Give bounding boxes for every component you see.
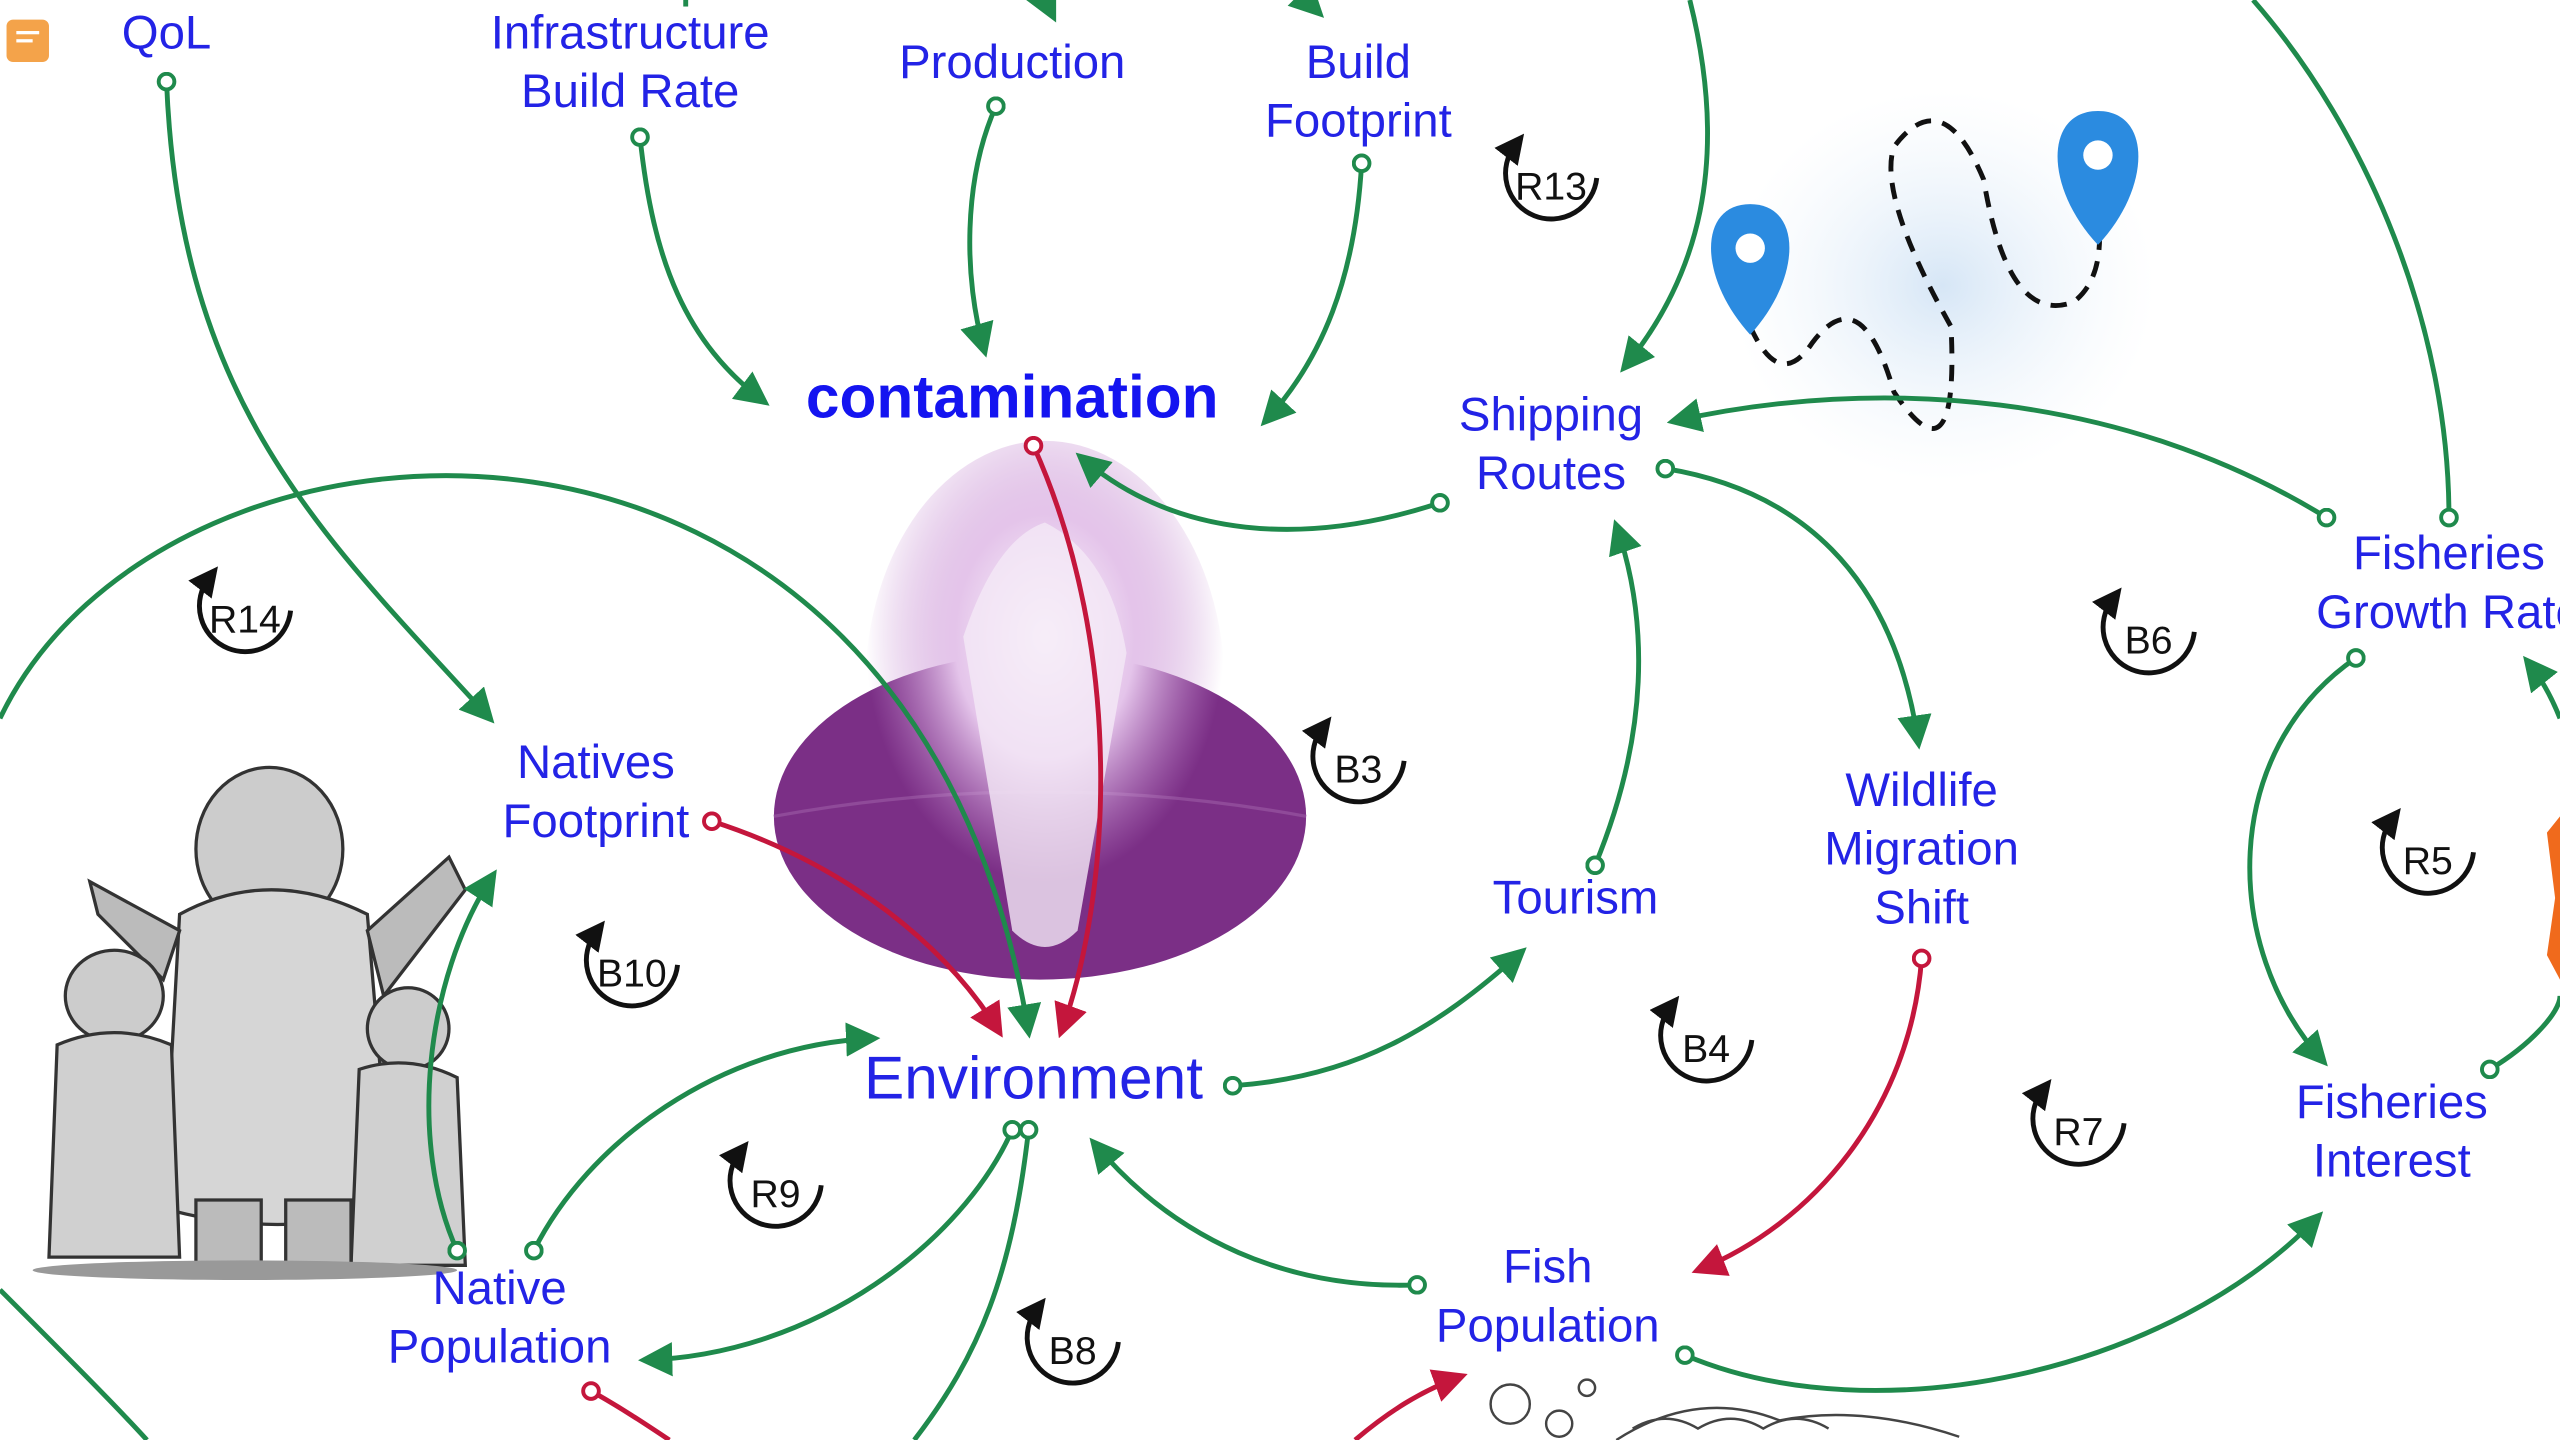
loop-arrow	[188, 566, 294, 655]
node-label: Population	[388, 1321, 612, 1374]
loop-label: R5	[2403, 840, 2453, 883]
loop-label: B3	[1334, 749, 1382, 792]
node-label: Native	[433, 1262, 567, 1315]
contamination-illustration	[773, 440, 1307, 980]
loop-arrow	[1016, 1297, 1121, 1386]
loop-label: R14	[209, 598, 281, 641]
node-label: Wildlife	[1845, 764, 1998, 817]
comment-icon-line	[16, 31, 40, 35]
loop-label: R9	[750, 1173, 800, 1216]
edge	[2251, 0, 2459, 528]
node-label: Tourism	[1493, 872, 1659, 925]
edge	[1075, 452, 1450, 532]
edge	[1691, 948, 1932, 1276]
edge	[702, 811, 1003, 1038]
edge	[960, 96, 1006, 358]
node-label: Migration	[1824, 823, 2019, 876]
comment-icon-line	[16, 39, 33, 43]
partial-icon	[2546, 816, 2560, 980]
node-label: Footprint	[1265, 95, 1452, 148]
loop-arrow	[575, 920, 680, 1009]
edge	[524, 1022, 881, 1261]
node-label: Routes	[1476, 447, 1626, 500]
loops: R13 R14 B3 B10 R9 B8 B6 R5 B4 R7	[188, 133, 2476, 1386]
edge	[1620, 0, 1710, 373]
node-label: Build Rate	[521, 65, 739, 118]
edge	[426, 869, 497, 1261]
edge	[1666, 395, 2337, 528]
loop-label: B6	[2125, 620, 2173, 663]
edge	[0, 1288, 149, 1440]
node-label: Natives	[517, 736, 675, 789]
edge	[630, 127, 770, 406]
loop-arrow	[2092, 587, 2197, 676]
edge	[0, 473, 1042, 1039]
loop-label: R13	[1515, 166, 1587, 209]
edge	[581, 1381, 671, 1440]
node-label: Interest	[2313, 1135, 2471, 1188]
node-label: Shipping	[1459, 388, 1643, 441]
node-label: Infrastructure	[491, 6, 770, 59]
node-label: Growth Rate	[2316, 586, 2560, 639]
node-label: Fish	[1503, 1241, 1592, 1294]
edge	[1655, 458, 1932, 750]
natives-illustration	[32, 765, 468, 1280]
edge	[1585, 519, 1642, 876]
loop-label: B8	[1049, 1330, 1097, 1373]
edge	[1023, 435, 1104, 1039]
edge	[2523, 655, 2560, 720]
loop-arrow	[718, 1141, 824, 1229]
edge	[638, 1120, 1023, 1377]
node-label: QoL	[122, 6, 211, 59]
edge	[1025, 0, 1057, 23]
node-label: contamination	[806, 363, 1219, 431]
loop-label: B10	[597, 953, 667, 996]
node-label: Fisheries	[2353, 527, 2545, 580]
shipping-map-illustration	[1711, 89, 2156, 482]
edge	[1260, 153, 1372, 427]
loop-label: B4	[1682, 1028, 1730, 1071]
edge	[1089, 1137, 1427, 1295]
node-label: Footprint	[503, 795, 690, 848]
loop-arrow	[2021, 1078, 2127, 1167]
loop-arrow	[1301, 716, 1407, 805]
edge	[912, 1120, 1039, 1440]
edge	[1222, 947, 1527, 1096]
loop-arrow	[1649, 995, 1755, 1084]
edge	[2480, 995, 2560, 1080]
node-label: Shift	[1874, 882, 1969, 935]
nodes: QoL Infrastructure Build Rate Production Bui…	[122, 6, 2560, 1373]
edge	[1675, 1211, 2324, 1393]
fish-illustration	[1489, 1378, 1960, 1440]
node-label: Environment	[864, 1043, 1203, 1111]
edge	[2247, 648, 2366, 1067]
loop-arrow	[1494, 133, 1600, 222]
node-label: Production	[899, 36, 1125, 89]
loop-label: R7	[2053, 1111, 2103, 1154]
edge	[1287, 0, 1325, 18]
loop-arrow	[2371, 807, 2476, 896]
node-label: Fisheries	[2296, 1076, 2488, 1129]
node-label: Build	[1306, 36, 1411, 89]
edge	[1353, 1369, 1468, 1440]
edge	[156, 71, 495, 724]
node-label: Population	[1436, 1299, 1660, 1352]
